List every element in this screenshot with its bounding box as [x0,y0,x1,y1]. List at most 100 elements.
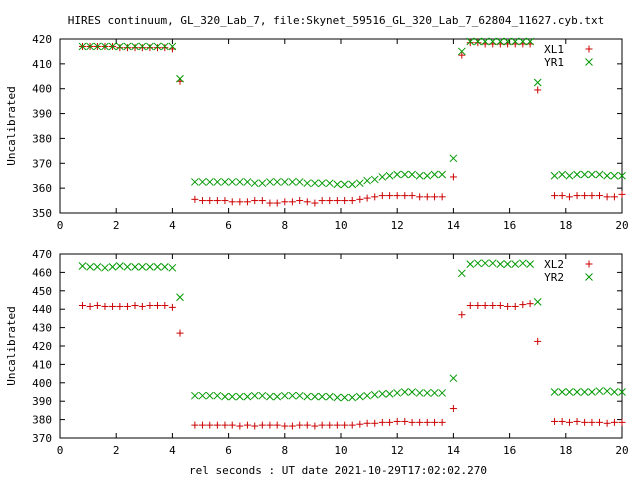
data-point [154,44,162,52]
data-point [236,422,244,430]
data-point [205,178,214,186]
data-point [123,42,132,51]
data-point [371,193,379,201]
data-point [466,260,475,268]
data-point [473,259,482,268]
data-point [550,171,559,180]
x-tick-label: 20 [615,444,628,457]
data-point [416,193,424,201]
data-point [488,259,497,268]
data-point [466,37,475,46]
data-point [303,421,311,429]
data-point [154,302,162,310]
data-point [250,391,259,400]
data-point [401,417,409,425]
x-tick-label: 10 [334,444,347,457]
data-point [131,302,139,310]
x-tick-label: 16 [503,444,516,457]
data-point [401,192,409,200]
data-point [303,179,312,188]
data-point [123,44,131,52]
upper-panel: Uncalibrated 0 2 4 6 8 10 12 14 16 18 20 350 360 370 38… [5,33,629,232]
data-point [206,421,214,429]
data-point [618,171,626,180]
data-point [280,178,289,186]
data-point [228,198,236,206]
data-point [326,421,334,429]
data-point [378,192,386,200]
data-point [558,388,567,396]
y-tick-label: 390 [32,108,52,121]
data-point [533,297,542,306]
data-point [558,417,566,425]
data-point [596,192,604,200]
data-point [386,192,394,200]
data-point [243,392,252,401]
data-point [191,195,199,203]
y-tick-label: 420 [32,33,52,46]
x-tick-label: 6 [225,219,232,232]
x-tick-label: 18 [559,444,572,457]
data-point [273,199,281,207]
x-tick-label: 0 [57,219,64,232]
data-point [581,192,589,200]
data-point [235,392,244,401]
y-tick-label: 410 [32,58,52,71]
series-yr2 [78,259,626,402]
data-point [370,175,379,184]
data-point [326,197,334,205]
data-point [356,420,364,428]
data-point [558,192,566,200]
data-point [534,337,542,345]
data-point [228,421,236,429]
data-point [213,391,222,400]
data-point [333,197,341,205]
data-point [496,37,505,46]
data-point [393,170,402,179]
data-point [580,388,589,396]
data-point [496,260,505,268]
data-point [176,293,184,302]
data-point [473,37,482,46]
data-point [588,170,596,179]
data-point [123,302,131,310]
data-point [423,171,432,180]
x-tick-label: 12 [391,219,404,232]
data-point [191,421,199,429]
data-point [610,418,618,426]
data-point [618,190,626,198]
data-point [596,418,604,426]
plot-frame [59,38,623,214]
data-point [489,302,497,310]
data-point [603,193,611,201]
data-point [176,329,184,337]
data-point [296,421,304,429]
data-point [93,302,101,310]
data-point [558,170,567,179]
data-point [348,197,356,205]
data-point [116,44,124,52]
data-point [235,178,244,186]
data-point [311,179,319,188]
data-point [123,263,132,271]
data-point [565,171,574,180]
data-point [378,389,387,398]
data-point [610,388,619,396]
x-tick-label: 14 [447,444,461,457]
data-point [503,260,512,268]
data-point [213,197,221,205]
data-point [303,392,312,401]
x-axis-label: rel seconds : UT date 2021-10-29T17:02:0… [189,464,487,477]
y-tick-label: 350 [32,207,52,220]
plot-frame [59,253,623,439]
y-tick-label: 420 [32,340,52,353]
data-point [258,421,266,429]
x-tick-label: 10 [334,219,347,232]
data-point [101,302,109,310]
data-point [333,393,342,402]
data-point [481,259,490,268]
data-point [573,417,581,425]
data-point [146,263,154,271]
data-point [588,388,596,396]
